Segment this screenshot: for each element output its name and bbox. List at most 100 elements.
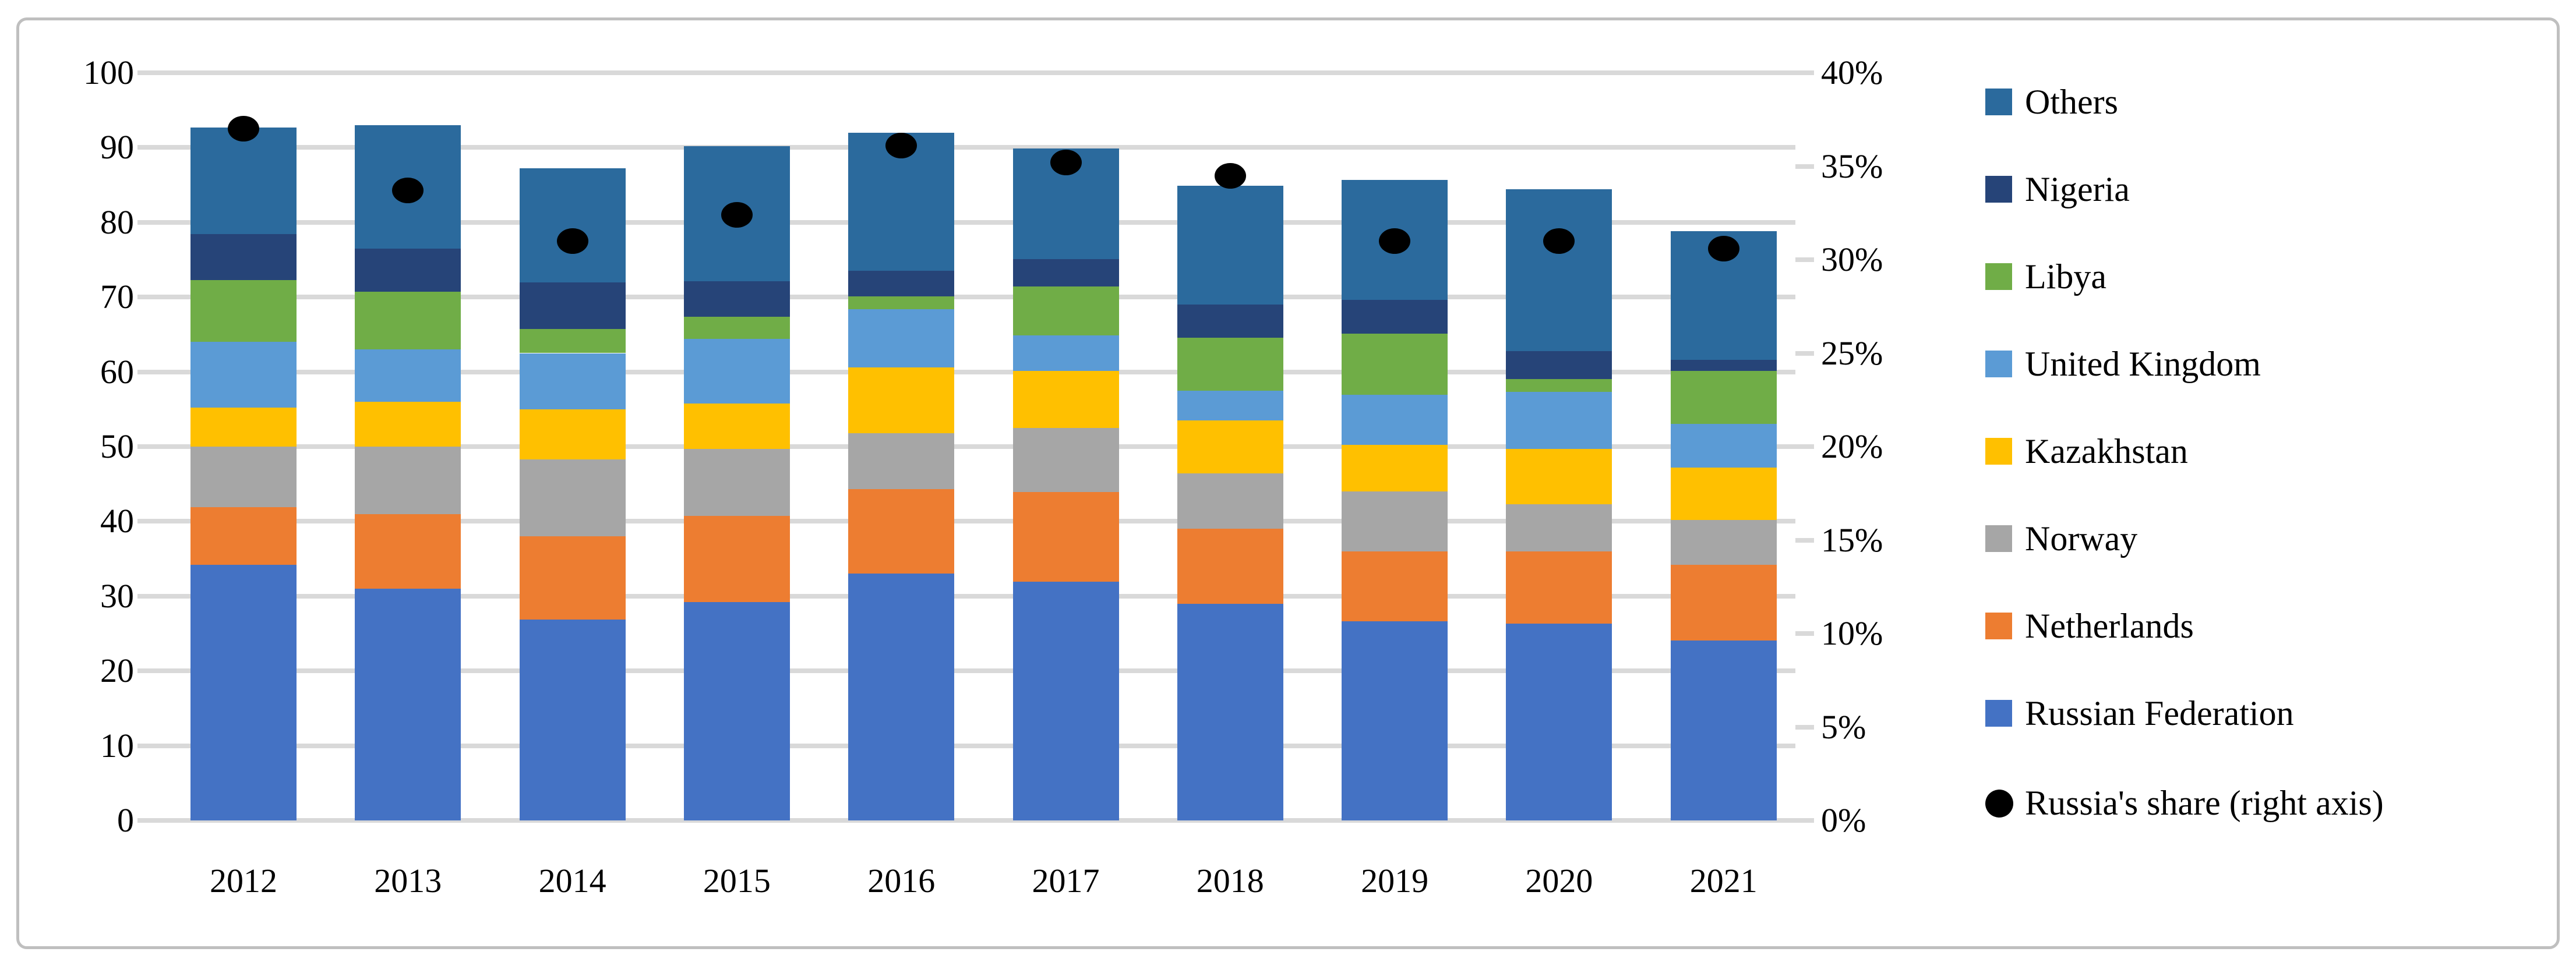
russia-share-dot-2016 — [885, 133, 918, 159]
y-axis-label: 40 — [100, 502, 134, 540]
bar-2018-russian-federation — [1177, 603, 1283, 820]
legend-color-swatch — [1985, 89, 2012, 115]
legend-color-swatch — [1985, 351, 2012, 377]
x-axis-label: 2012 — [210, 862, 277, 900]
russia-share-dot-2017 — [1050, 150, 1082, 176]
y2-axis-label: 0% — [1821, 801, 1866, 839]
y2-axis-tick — [1795, 351, 1814, 356]
gridline — [156, 70, 1795, 75]
russia-share-dot-2015 — [721, 201, 753, 228]
bar-2016-united-kingdom — [848, 309, 955, 367]
bar-2016-libya — [848, 296, 955, 309]
x-axis-label: 2016 — [867, 862, 936, 900]
bar-2014-netherlands — [519, 536, 626, 620]
bar-2015-norway — [683, 448, 790, 516]
bar-2017-libya — [1012, 286, 1119, 335]
y-axis-label: 90 — [100, 128, 134, 167]
legend-item-norway: Norway — [1985, 518, 2545, 559]
bar-2014-norway — [519, 459, 626, 537]
bar-2018-libya — [1177, 337, 1283, 391]
bar-2019-russian-federation — [1342, 621, 1448, 820]
gridline — [156, 668, 1795, 674]
bar-2019-netherlands — [1342, 551, 1448, 622]
x-axis-label: 2019 — [1361, 862, 1429, 900]
bar-2012-libya — [190, 279, 297, 342]
legend-color-swatch — [1985, 700, 2012, 727]
bar-2012-nigeria — [190, 234, 297, 280]
legend-color-swatch — [1985, 176, 2012, 203]
bar-2013-norway — [355, 447, 461, 514]
y2-axis-tick — [1795, 70, 1814, 75]
gridline — [156, 519, 1795, 524]
y-axis-label: 50 — [100, 427, 134, 465]
bar-2015-netherlands — [683, 516, 790, 603]
legend-item-netherlands: Netherlands — [1985, 606, 2545, 646]
bar-2012-netherlands — [190, 507, 297, 565]
legend-label: Russian Federation — [2025, 694, 2294, 733]
y-axis-tick — [137, 369, 156, 374]
bar-2014-russian-federation — [519, 619, 626, 820]
bar-2014-others — [519, 168, 626, 282]
legend-item-russia-s-share-right-axis: Russia's share (right axis) — [1985, 783, 2545, 823]
gridline — [156, 295, 1795, 300]
bar-2021-united-kingdom — [1670, 424, 1777, 468]
russia-share-dot-2013 — [392, 178, 424, 204]
y2-axis-label: 10% — [1821, 614, 1883, 652]
bar-2018-united-kingdom — [1177, 390, 1283, 421]
y2-axis-label: 20% — [1821, 427, 1883, 465]
bar-2020-nigeria — [1506, 351, 1612, 380]
bar-2019-norway — [1342, 491, 1448, 551]
russia-share-dot-2014 — [556, 228, 588, 254]
bar-2014-united-kingdom — [519, 353, 626, 409]
y2-axis-tick — [1795, 537, 1814, 543]
y-axis-tick — [137, 444, 156, 449]
y2-axis-tick — [1795, 164, 1814, 169]
y-axis-tick — [137, 519, 156, 524]
x-axis-label: 2013 — [374, 862, 442, 900]
y2-axis-label: 25% — [1821, 334, 1883, 372]
x-axis-label: 2014 — [538, 862, 606, 900]
bar-2016-norway — [848, 433, 955, 490]
legend-color-swatch — [1985, 613, 2012, 639]
bar-2016-kazakhstan — [848, 367, 955, 433]
bar-2017-kazakhstan — [1012, 371, 1119, 428]
y-axis-tick — [137, 70, 156, 75]
russia-share-dot-2020 — [1543, 228, 1575, 254]
legend-item-russian-federation: Russian Federation — [1985, 693, 2545, 734]
x-axis-label: 2021 — [1689, 862, 1758, 900]
y-axis-label: 100 — [83, 54, 134, 91]
bar-2018-others — [1177, 185, 1283, 305]
bar-2019-united-kingdom — [1342, 395, 1448, 445]
legend-label: Others — [2025, 83, 2118, 121]
y-axis-tick — [137, 145, 156, 150]
bar-2012-russian-federation — [190, 564, 297, 820]
legend-label: United Kingdom — [2025, 345, 2261, 383]
legend-label: Netherlands — [2025, 607, 2194, 645]
y2-axis-label: 15% — [1821, 521, 1883, 559]
y-axis-tick — [137, 593, 156, 599]
bar-2021-norway — [1670, 519, 1777, 565]
y-axis-tick — [137, 743, 156, 748]
gridline — [156, 818, 1795, 823]
bar-2021-russian-federation — [1670, 640, 1777, 820]
bar-2013-netherlands — [355, 514, 461, 589]
bar-2020-libya — [1506, 379, 1612, 392]
bar-2012-united-kingdom — [190, 342, 297, 408]
bar-2016-nigeria — [848, 271, 955, 296]
y-axis-label: 60 — [100, 352, 134, 391]
gridline — [156, 145, 1795, 150]
y-axis-label: 10 — [100, 726, 134, 765]
gridline — [156, 743, 1795, 748]
y-axis-tick — [137, 818, 156, 823]
y-axis-label: 30 — [100, 576, 134, 615]
legend-label: Nigeria — [2025, 170, 2130, 208]
bar-2021-libya — [1670, 371, 1777, 424]
bar-2020-others — [1506, 189, 1612, 351]
bar-2015-libya — [683, 316, 790, 339]
russia-share-dot-2018 — [1214, 162, 1246, 189]
legend-color-swatch — [1985, 525, 2012, 552]
legend-item-others: Others — [1985, 82, 2545, 122]
bar-2015-russian-federation — [683, 602, 790, 820]
bar-2016-russian-federation — [848, 574, 955, 820]
y2-axis-label: 5% — [1821, 707, 1866, 746]
